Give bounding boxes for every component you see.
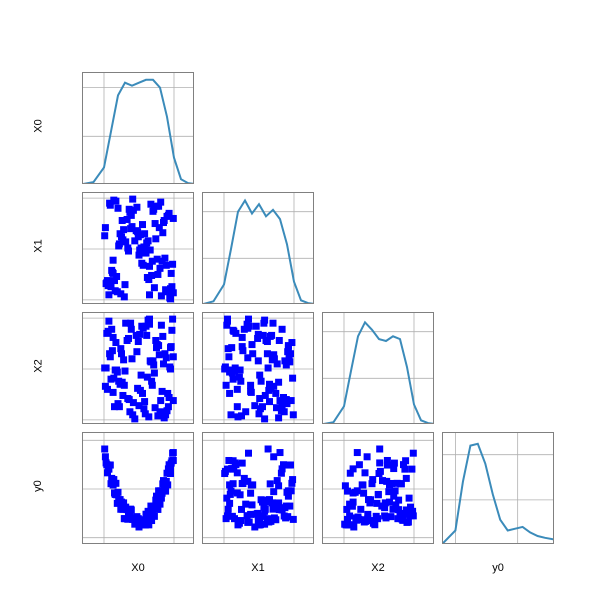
scatter-panel-X2-vs-X1: 0.00.51.001	[202, 312, 314, 424]
y-axis-label-X2: X2	[33, 359, 45, 372]
y-axis-label-X0: X0	[33, 119, 45, 132]
y-axis-label-X1: X1	[33, 239, 45, 252]
x-axis-label-X1: X1	[202, 562, 314, 574]
x-axis-label-X2: X2	[322, 562, 434, 574]
scatter-panel-y0-vs-X0: 02401	[82, 432, 194, 544]
scatter-panel-y0-vs-X2: 02401	[322, 432, 434, 544]
y-axis-label-y0: y0	[32, 480, 44, 492]
scatter-panel-X1-vs-X0: 0.00.51.001	[82, 192, 194, 304]
kde-panel-X1: 0.00.51.001	[202, 192, 314, 304]
scatter-panel-X2-vs-X0: 0.00.51.001	[82, 312, 194, 424]
x-axis-label-y0: y0	[442, 562, 554, 574]
kde-panel-X0: 0.00.51.001	[82, 72, 194, 184]
scatter-panel-y0-vs-X1: 02401	[202, 432, 314, 544]
kde-panel-y0: 0.000.250.5002.5	[442, 432, 554, 544]
kde-panel-X2: 0.00.51.001	[322, 312, 434, 424]
x-axis-label-X0: X0	[82, 562, 194, 574]
